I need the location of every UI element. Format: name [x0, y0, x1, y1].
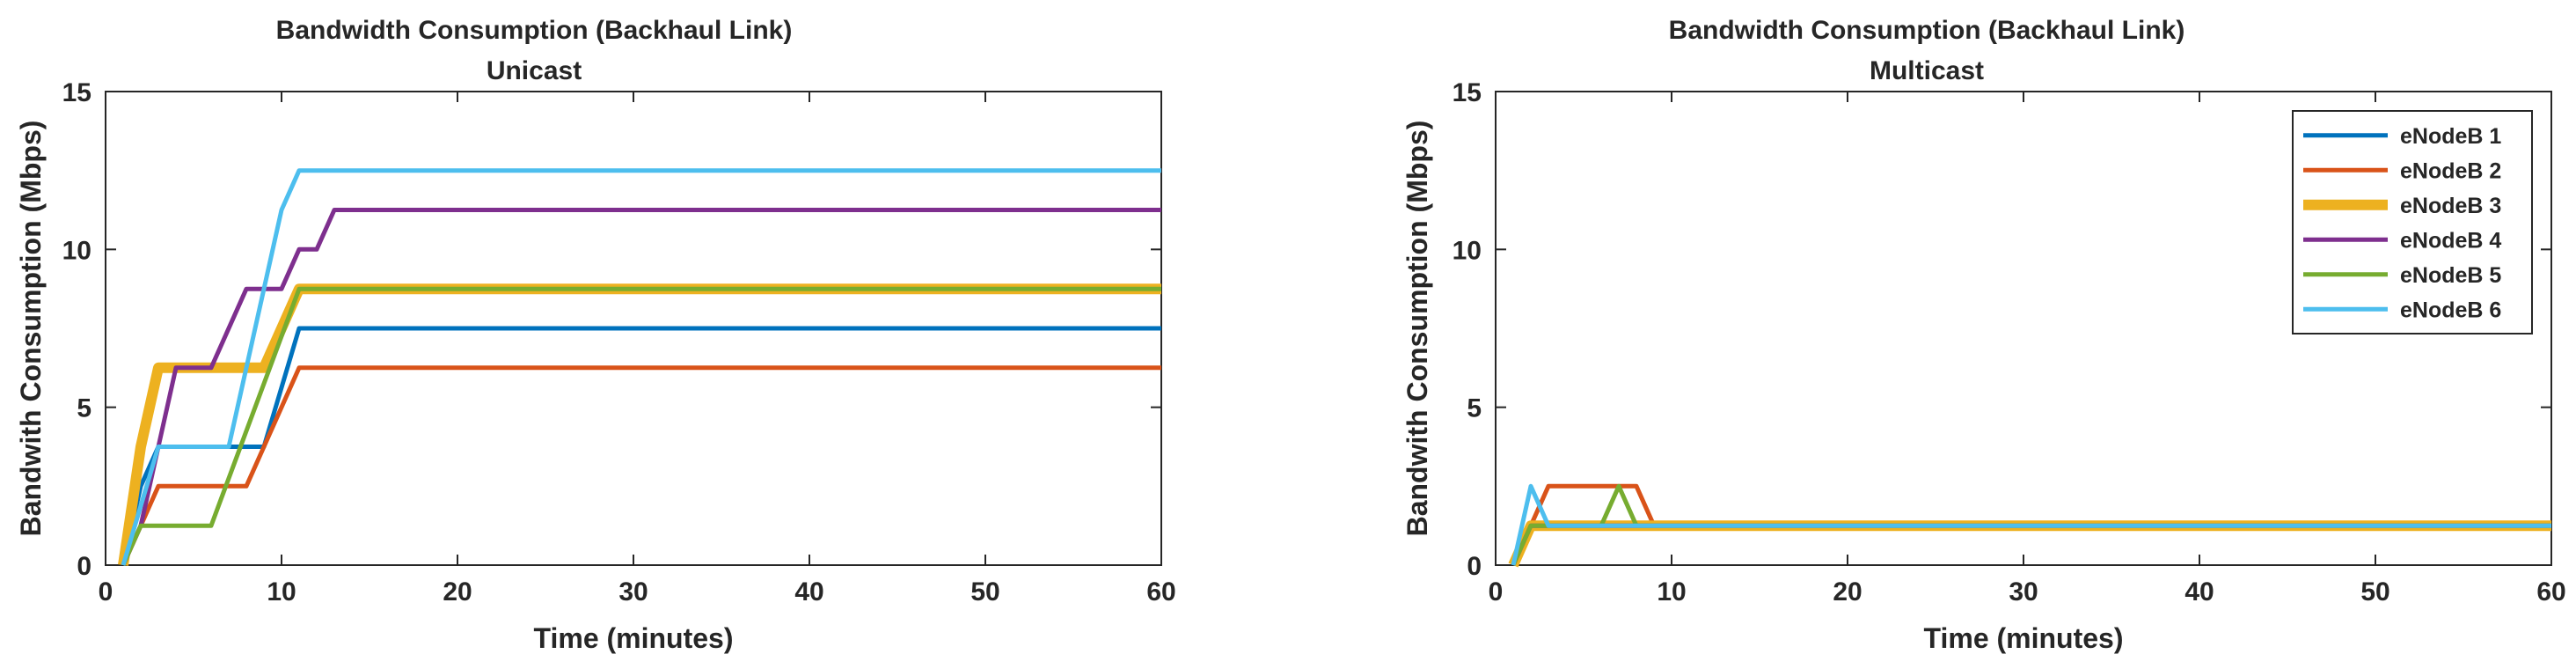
multicast-subtitle: Multicast	[1870, 56, 1984, 85]
unicast-x-tick-label: 10	[267, 577, 296, 607]
multicast-series-line-enodeb-6	[1511, 483, 2551, 566]
unicast-x-tick-label: 20	[443, 577, 472, 607]
unicast-series-line-enodeb-1	[121, 326, 1161, 566]
multicast-x-tick-label: 0	[1489, 577, 1504, 607]
multicast-y-tick-label: 5	[1467, 394, 1482, 423]
unicast-x-tick-label: 60	[1146, 577, 1175, 607]
unicast-subtitle: Unicast	[487, 56, 582, 85]
unicast-y-tick-label: 10	[62, 236, 91, 265]
multicast-x-tick-label: 40	[2184, 577, 2214, 607]
multicast-ticks: 0 10 20 30 40 50 60 0 5 10 15	[1453, 78, 2566, 607]
unicast-y-tick-label: 15	[62, 78, 91, 107]
legend-label-enodeb-4: eNodeB 4	[2400, 228, 2501, 253]
multicast-y-axis-label: Bandwith Consumption (Mbps)	[1401, 121, 1433, 537]
multicast-chart: Bandwidth Consumption (Backhaul Link) Mu…	[1401, 16, 2566, 654]
legend-label-enodeb-5: eNodeB 5	[2400, 263, 2501, 288]
multicast-y-tick-label: 10	[1453, 236, 1482, 265]
legend-box	[2292, 110, 2533, 334]
multicast-x-tick-label: 30	[2009, 577, 2038, 607]
legend-label-enodeb-2: eNodeB 2	[2400, 158, 2501, 183]
unicast-y-tick-label: 0	[77, 552, 91, 581]
unicast-x-tick-label: 50	[970, 577, 999, 607]
unicast-x-tick-label: 0	[99, 577, 113, 607]
multicast-x-axis-label: Time (minutes)	[1924, 622, 2124, 654]
unicast-series-line-enodeb-6	[121, 168, 1161, 566]
unicast-y-axis-label: Bandwith Consumption (Mbps)	[15, 121, 47, 537]
multicast-x-tick-label: 50	[2360, 577, 2389, 607]
legend-label-enodeb-3: eNodeB 3	[2400, 194, 2501, 218]
multicast-title: Bandwidth Consumption (Backhaul Link)	[1669, 16, 2185, 45]
multicast-legend: eNodeB 1 eNodeB 2 eNodeB 3 eNodeB 4 eNodeB 5…	[2292, 110, 2533, 334]
unicast-chart: Bandwidth Consumption (Backhaul Link) Un…	[15, 16, 1176, 654]
unicast-ticks: 0 10 20 30 40 50 60 0 5 10 15	[62, 78, 1176, 607]
multicast-lines	[1508, 483, 2551, 568]
unicast-series-line-enodeb-5	[121, 286, 1161, 567]
multicast-x-tick-label: 60	[2536, 577, 2565, 607]
legend-label-enodeb-1: eNodeB 1	[2400, 124, 2501, 149]
multicast-y-tick-label: 0	[1467, 552, 1482, 581]
unicast-lines	[118, 168, 1161, 567]
legend-label-enodeb-6: eNodeB 6	[2400, 298, 2501, 322]
unicast-x-axis-label: Time (minutes)	[534, 622, 734, 654]
multicast-y-tick-label: 15	[1453, 78, 1482, 107]
unicast-title: Bandwidth Consumption (Backhaul Link)	[276, 16, 793, 45]
unicast-x-tick-label: 30	[618, 577, 648, 607]
unicast-y-tick-label: 5	[77, 394, 91, 423]
multicast-x-tick-label: 20	[1833, 577, 1862, 607]
unicast-x-tick-label: 40	[794, 577, 823, 607]
multicast-x-tick-label: 10	[1657, 577, 1686, 607]
